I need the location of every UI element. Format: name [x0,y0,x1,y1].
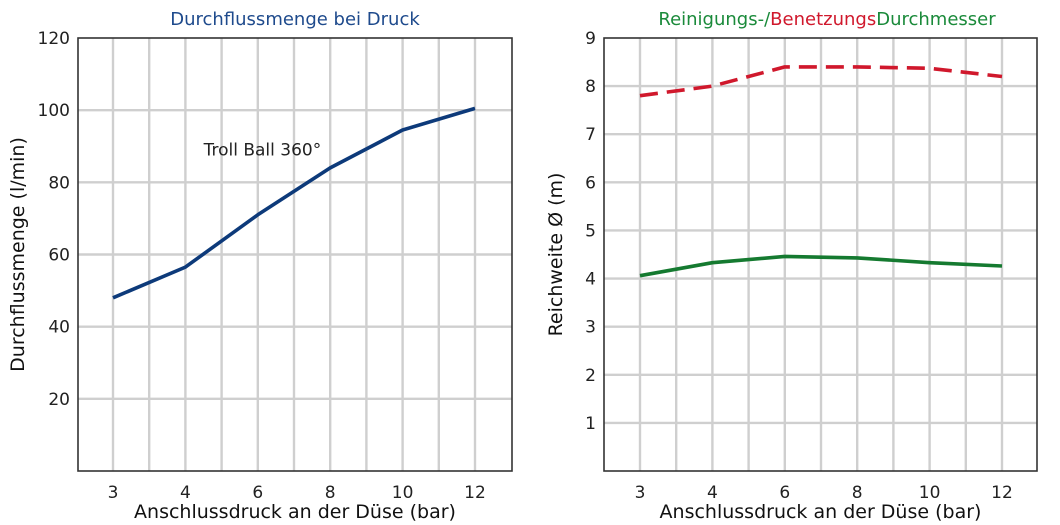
x-axis-title: Anschlussdruck an der Düse (bar) [134,501,456,523]
series-annotation: Troll Ball 360° [203,141,322,161]
chart-title-part: Reinigungs-/ [658,9,771,30]
y-tick-label: 40 [48,318,70,338]
x-tick-label: 10 [919,483,941,503]
y-tick-label: 120 [38,29,70,49]
x-tick-label: 4 [707,483,718,503]
y-tick-label: 8 [585,77,596,97]
x-tick-label: 8 [325,483,336,503]
y-tick-label: 2 [585,366,596,386]
x-tick-label: 10 [392,483,414,503]
chart-panel-1: 20 40 60 80 100 120 3 4 6 8 10 12 Durchflussmenge be… [7,9,513,523]
y-tick-label: 6 [585,173,596,193]
plot-frame [77,37,513,472]
plot-frame [603,37,1038,472]
y-tick-label: 60 [48,246,70,266]
y-tick-label: 80 [48,173,70,193]
y-axis-title: Durchflussmenge (l/min) [7,137,29,372]
series-line-1 [639,65,1003,98]
x-tick-label: 12 [991,483,1013,503]
y-tick-label: 4 [585,270,596,290]
y-tick-label: 100 [38,101,70,121]
y-axis-title: Reichweite Ø (m) [545,173,567,337]
series-line-1 [112,106,476,300]
chart-title-part: Benetzungs [770,9,876,30]
y-tick-label: 5 [585,221,596,241]
y-tick-label: 20 [48,390,70,410]
y-tick-label: 3 [585,318,596,338]
chart-title: Reinigungs-/BenetzungsDurchmesser [658,9,996,30]
y-tick-label: 9 [585,29,596,49]
chart-title-part: Durchmesser [876,9,996,30]
x-tick-label: 12 [464,483,486,503]
x-tick-label: 6 [252,483,263,503]
x-tick-label: 4 [180,483,191,503]
x-tick-label: 8 [852,483,863,503]
series-line-2 [639,254,1003,278]
x-tick-label: 6 [779,483,790,503]
chart-title: Durchflussmenge bei Druck [170,9,420,30]
x-tick-label: 3 [108,483,119,503]
x-tick-label: 3 [635,483,646,503]
y-tick-label: 1 [585,414,596,434]
x-axis-title: Anschlussdruck an der Düse (bar) [660,501,982,523]
y-tick-label: 7 [585,125,596,145]
